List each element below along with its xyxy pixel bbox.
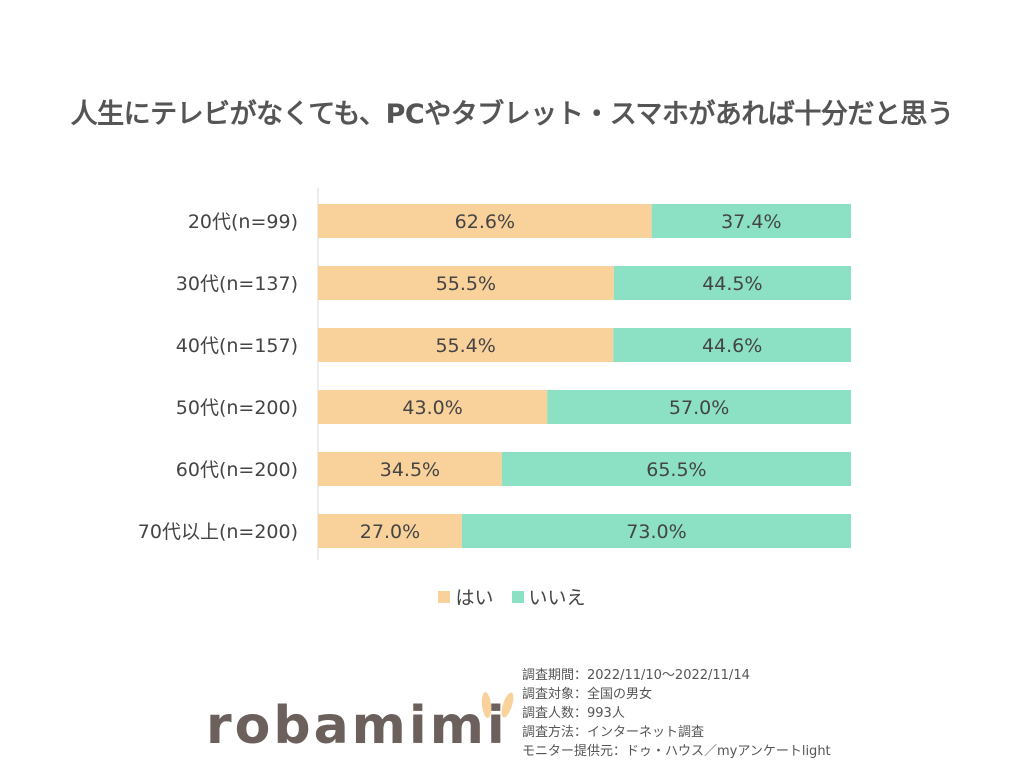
legend: はい いいえ <box>0 583 1024 610</box>
chart-title: 人生にテレビがなくても、PCやタブレット・スマホがあれば十分だと思う <box>70 99 954 130</box>
data-label: 65.5% <box>646 459 706 481</box>
note-method: 調査方法：インターネット調査 <box>522 725 705 740</box>
note-target: 調査対象：全国の男女 <box>522 687 653 702</box>
data-label: 44.5% <box>702 273 762 295</box>
legend-label: いいえ <box>528 587 586 609</box>
data-label: 44.6% <box>702 335 762 357</box>
data-label: 43.0% <box>402 397 462 419</box>
bar-no <box>613 328 851 362</box>
data-label: 73.0% <box>626 521 686 543</box>
category-label: 20代(n=99) <box>188 211 298 233</box>
survey-notes: 調査期間：2022/11/10～2022/11/14 調査対象：全国の男女 調査… <box>522 666 831 761</box>
category-label: 30代(n=137) <box>176 273 298 295</box>
legend-item-no: いいえ <box>511 583 586 610</box>
category-label: 70代以上(n=200) <box>138 521 298 543</box>
data-label: 57.0% <box>669 397 729 419</box>
category-label: 60代(n=200) <box>176 459 298 481</box>
note-count: 調査人数：993人 <box>522 706 625 721</box>
bar-no <box>547 390 851 424</box>
category-label: 50代(n=200) <box>176 397 298 419</box>
data-label: 62.6% <box>455 211 515 233</box>
legend-swatch <box>438 590 451 603</box>
bar-yes <box>318 266 614 300</box>
data-label: 55.4% <box>435 335 495 357</box>
note-period: 調査期間：2022/11/10～2022/11/14 <box>522 668 750 683</box>
bar-no <box>651 204 851 238</box>
bar-yes <box>318 452 502 486</box>
bar-yes <box>318 390 548 424</box>
data-label: 27.0% <box>360 521 420 543</box>
logo: robamimi <box>206 696 508 756</box>
data-label: 34.5% <box>380 459 440 481</box>
note-provider: モニター提供元：ドゥ・ハウス／myアンケートlight <box>522 744 831 759</box>
bar-yes <box>318 204 652 238</box>
bar-no <box>501 452 851 486</box>
bar-yes <box>318 514 462 548</box>
bar-yes <box>318 328 614 362</box>
category-label: 40代(n=157) <box>176 335 298 357</box>
legend-item-yes: はい <box>438 583 493 610</box>
data-label: 37.4% <box>721 211 781 233</box>
legend-label: はい <box>455 587 494 609</box>
legend-swatch <box>511 590 524 603</box>
bar-no <box>461 514 851 548</box>
data-label: 55.5% <box>436 273 496 295</box>
bar-no <box>613 266 851 300</box>
